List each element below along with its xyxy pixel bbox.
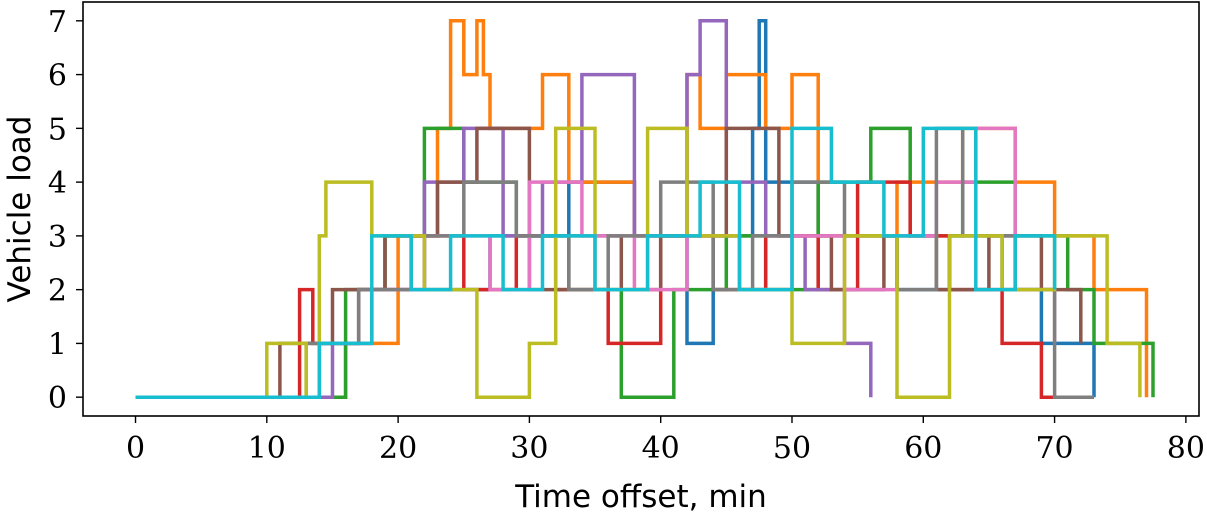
x-tick-label: 60 <box>904 431 942 466</box>
y-axis-ticks: 0 1 2 3 4 5 6 7 <box>48 5 83 416</box>
x-tick-label: 50 <box>773 431 811 466</box>
series-line-10 <box>135 126 1057 399</box>
x-tick-label: 20 <box>379 431 417 466</box>
y-tick-label: 7 <box>48 5 67 40</box>
x-tick-label: 0 <box>126 431 145 466</box>
series-line-2 <box>135 19 1149 399</box>
x-tick-label: 80 <box>1167 431 1205 466</box>
y-tick-label: 3 <box>48 220 67 255</box>
y-tick-label: 6 <box>48 59 67 94</box>
x-axis-ticks: 0 10 20 30 40 50 60 70 80 <box>126 416 1205 466</box>
y-axis-label: Vehicle load <box>2 116 38 303</box>
y-tick-label: 0 <box>48 381 67 416</box>
y-tick-label: 2 <box>48 274 67 309</box>
y-tick-label: 1 <box>48 327 67 362</box>
x-tick-label: 10 <box>248 431 286 466</box>
x-tick-label: 40 <box>642 431 680 466</box>
plot-frame <box>82 1 1200 417</box>
x-axis-label: Time offset, min <box>514 479 767 515</box>
x-tick-label: 30 <box>510 431 548 466</box>
y-tick-label: 4 <box>48 166 67 201</box>
series-layer <box>135 19 1155 399</box>
y-tick-label: 5 <box>48 112 67 147</box>
x-tick-label: 70 <box>1035 431 1073 466</box>
